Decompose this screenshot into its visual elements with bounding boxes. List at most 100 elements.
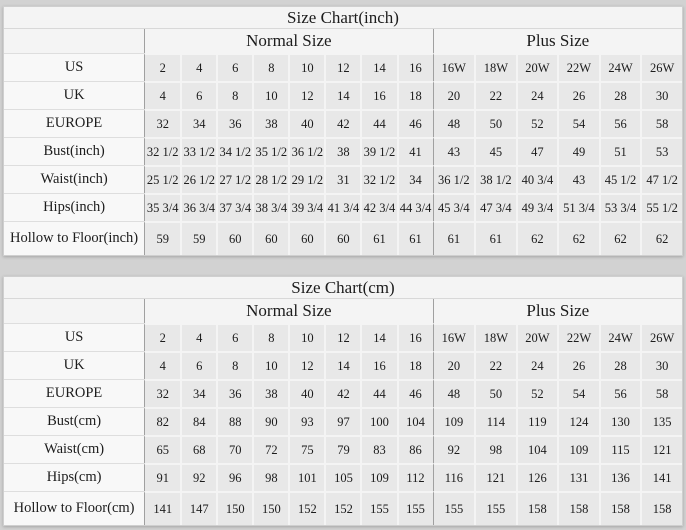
size-cell: 61 (360, 221, 397, 255)
size-cell: 24 (515, 351, 558, 379)
size-cell: 52 (515, 109, 558, 137)
size-cell: 45 (474, 137, 516, 165)
size-cell: 14 (324, 351, 361, 379)
size-cell: 84 (180, 407, 217, 435)
size-cell: 54 (557, 109, 599, 137)
size-cell: 104 (396, 407, 433, 435)
size-cell: 36 3/4 (180, 193, 217, 221)
size-cell: 6 (180, 351, 217, 379)
size-cell: 30 (640, 81, 682, 109)
group-header-spacer (4, 299, 145, 323)
size-cell: 124 (557, 407, 599, 435)
size-cell: 12 (288, 351, 325, 379)
table-row: Hollow to Floor(inch) 59 59 60 60 60 60 61 61 61 6… (4, 221, 682, 255)
size-cell: 30 (640, 351, 682, 379)
size-cell: 62 (640, 221, 682, 255)
size-cell: 39 1/2 (360, 137, 397, 165)
size-cell: 47 3/4 (474, 193, 516, 221)
size-cell: 39 3/4 (288, 193, 325, 221)
row-label: UK (4, 81, 145, 109)
size-cell: 53 (640, 137, 682, 165)
size-cell: 16 (396, 323, 433, 351)
table-row: UK 4 6 8 10 12 14 16 18 20 22 24 26 28 30 (4, 81, 682, 109)
table-row: Hollow to Floor(cm) 141 147 150 150 152 152 155… (4, 491, 682, 525)
size-cell: 12 (288, 81, 325, 109)
size-cell: 42 (324, 109, 361, 137)
size-cell: 72 (252, 435, 289, 463)
size-cell: 34 (396, 165, 433, 193)
size-cell: 51 3/4 (557, 193, 599, 221)
size-table: Size Chart(cm) Normal Size Plus Size US 2 4 6 8… (3, 276, 683, 526)
size-cell: 38 (252, 109, 289, 137)
size-cell: 131 (557, 463, 599, 491)
size-cell: 32 (144, 379, 181, 407)
size-cell: 32 1/2 (144, 137, 181, 165)
size-cell: 119 (515, 407, 558, 435)
size-cell: 51 (598, 137, 641, 165)
size-cell: 92 (432, 435, 475, 463)
size-cell: 61 (432, 221, 475, 255)
size-cell: 98 (252, 463, 289, 491)
size-cell: 16W (432, 323, 475, 351)
size-cell: 4 (180, 323, 217, 351)
size-cell: 22W (557, 323, 599, 351)
size-cell: 147 (180, 491, 217, 525)
size-cell: 36 (216, 379, 253, 407)
size-cell: 136 (598, 463, 641, 491)
size-cell: 70 (216, 435, 253, 463)
size-cell: 10 (252, 81, 289, 109)
row-label: US (4, 323, 145, 351)
size-cell: 40 (288, 379, 325, 407)
size-cell: 16 (396, 53, 433, 81)
size-cell: 96 (216, 463, 253, 491)
size-cell: 44 (360, 379, 397, 407)
size-cell: 98 (474, 435, 516, 463)
size-cell: 75 (288, 435, 325, 463)
size-cell: 25 1/2 (144, 165, 181, 193)
size-cell: 20 (432, 351, 475, 379)
size-cell: 158 (598, 491, 641, 525)
size-table: Size Chart(inch) Normal Size Plus Size US 2 4… (3, 6, 683, 256)
size-cell: 93 (288, 407, 325, 435)
group-header-normal-size: Normal Size (144, 29, 433, 53)
size-cell: 4 (144, 351, 181, 379)
size-cell: 10 (288, 53, 325, 81)
size-cell: 83 (360, 435, 397, 463)
size-cell: 105 (324, 463, 361, 491)
size-cell: 59 (180, 221, 217, 255)
size-cell: 50 (474, 109, 516, 137)
size-cell: 60 (252, 221, 289, 255)
size-cell: 126 (515, 463, 558, 491)
row-label: Hips(cm) (4, 463, 145, 491)
size-cell: 109 (557, 435, 599, 463)
size-cell: 38 1/2 (474, 165, 516, 193)
size-cell: 92 (180, 463, 217, 491)
size-cell: 22 (474, 81, 516, 109)
size-cell: 61 (474, 221, 516, 255)
size-cell: 53 3/4 (598, 193, 641, 221)
size-cell: 49 (557, 137, 599, 165)
table-row: Hips(inch) 35 3/4 36 3/4 37 3/4 38 3/4 39 3/4… (4, 193, 682, 221)
size-cell: 152 (324, 491, 361, 525)
size-cell: 49 3/4 (515, 193, 558, 221)
size-cell: 20 (432, 81, 475, 109)
size-cell: 141 (144, 491, 181, 525)
table-row: Hips(cm) 91 92 96 98 101 105 109 112 116 121 126 131… (4, 463, 682, 491)
size-cell: 86 (396, 435, 433, 463)
size-cell: 16 (360, 81, 397, 109)
size-cell: 2 (144, 53, 181, 81)
table-row: Bust(inch) 32 1/2 33 1/2 34 1/2 35 1/2 36 1/2… (4, 137, 682, 165)
size-cell: 35 3/4 (144, 193, 181, 221)
size-cell: 59 (144, 221, 181, 255)
size-cell: 31 (324, 165, 361, 193)
size-chart-cm-table: Size Chart(cm) Normal Size Plus Size US 2 4 6 8… (3, 276, 683, 526)
table-row: US 2 4 6 8 10 12 14 16 16W 18W 20W 22W 24W 26W (4, 53, 682, 81)
size-cell: 8 (216, 351, 253, 379)
size-cell: 14 (360, 323, 397, 351)
size-cell: 36 (216, 109, 253, 137)
size-cell: 26W (640, 323, 682, 351)
size-cell: 37 3/4 (216, 193, 253, 221)
size-cell: 55 1/2 (640, 193, 682, 221)
size-cell: 104 (515, 435, 558, 463)
row-label: US (4, 53, 145, 81)
